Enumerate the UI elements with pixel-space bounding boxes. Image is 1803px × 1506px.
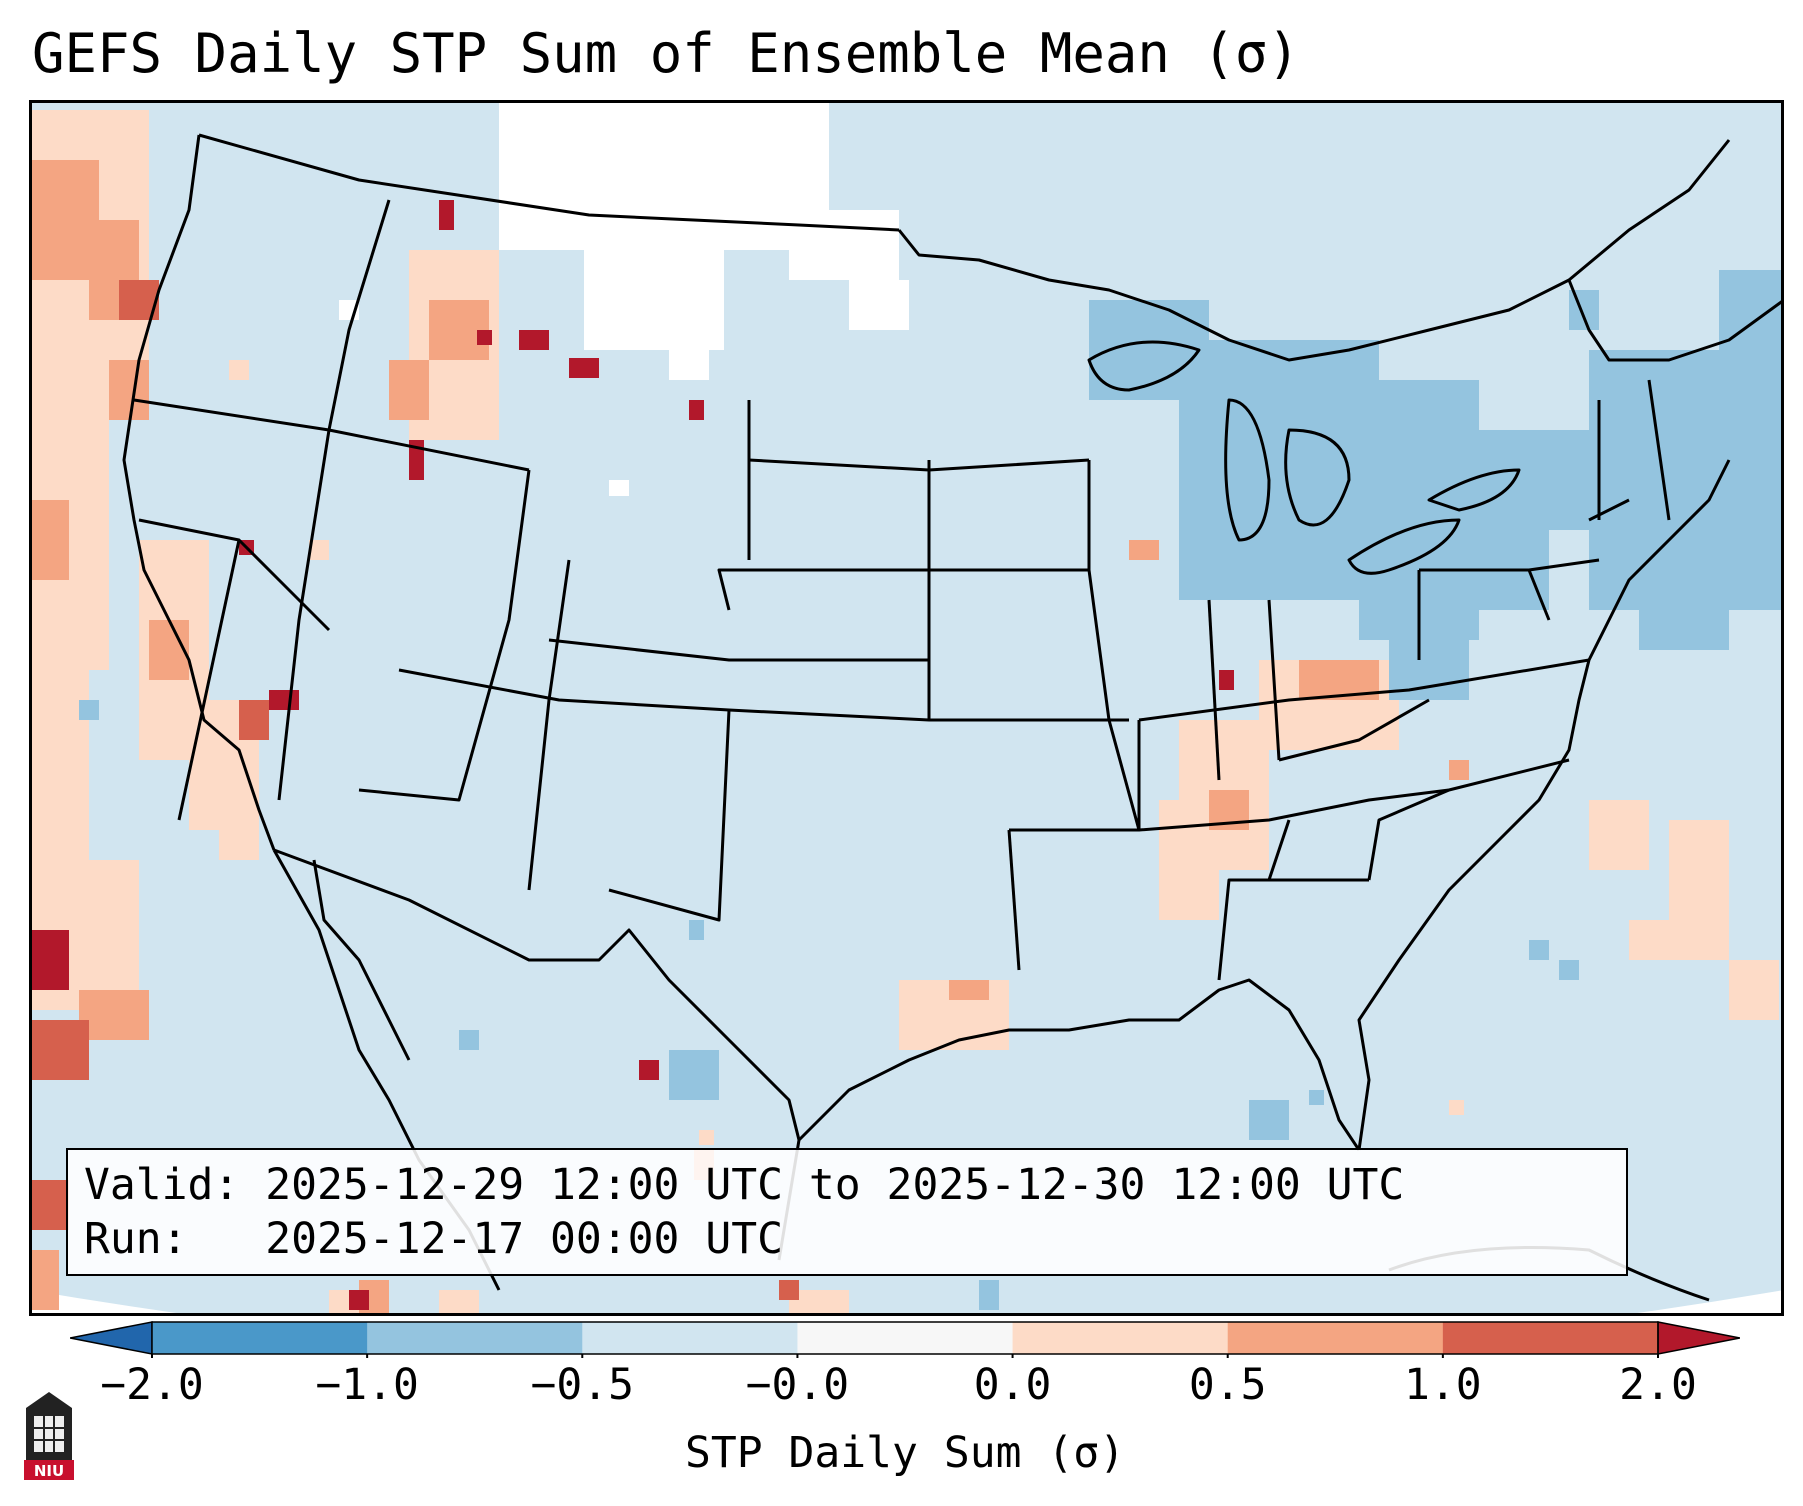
colorbar-tick-label: −0.0 [745, 1360, 850, 1410]
colorbar-extend-high [1657, 1321, 1740, 1355]
colorbar-bin [152, 1322, 368, 1354]
colorbar-bin [1227, 1322, 1444, 1354]
colorbar-tick-label: 0.0 [973, 1360, 1052, 1410]
niu-logo-icon: NIU [24, 1392, 74, 1480]
stp-map [29, 100, 1784, 1316]
colorbar-extend-low [70, 1321, 153, 1355]
colorbar [70, 1321, 1740, 1358]
colorbar-bin [367, 1322, 583, 1354]
extreme-positive-cells [29, 200, 1234, 1310]
valid-value: 2025-12-29 12:00 UTC to 2025-12-30 12:00… [265, 1160, 1405, 1210]
valid-label: Valid: [84, 1160, 240, 1210]
colorbar-tick-label: 1.0 [1404, 1360, 1482, 1410]
colorbar-bin [582, 1322, 798, 1354]
logo-text: NIU [34, 1462, 64, 1480]
valid-run-info-box: Valid: 2025-12-29 12:00 UTC to 2025-12-3… [66, 1148, 1628, 1276]
colorbar-bin [797, 1322, 1014, 1354]
near-zero-cells [339, 100, 909, 496]
valid-line: Valid: 2025-12-29 12:00 UTC to 2025-12-3… [84, 1160, 1404, 1210]
chart-title: GEFS Daily STP Sum of Ensemble Mean (σ) [32, 22, 1300, 85]
colorbar-bin [1442, 1322, 1659, 1354]
map-frame [29, 100, 1784, 1316]
colorbar-tick-label: 0.5 [1188, 1360, 1267, 1410]
medium-positive-cells [29, 160, 1469, 1316]
political-boundaries [122, 133, 1784, 1302]
colorbar-tick-label: 2.0 [1619, 1360, 1697, 1410]
run-label: Run: [84, 1214, 188, 1264]
colorbar-label: STP Daily Sum (σ) [684, 1428, 1126, 1478]
colorbar-tick-label: −1.0 [315, 1360, 419, 1410]
colorbar-frame [151, 1321, 1659, 1355]
strong-positive-cells [29, 280, 799, 1300]
colorbar-tick-label: −2.0 [100, 1360, 204, 1410]
run-value: 2025-12-17 00:00 UTC [265, 1214, 783, 1264]
colorbar-tick-label: −0.5 [530, 1360, 635, 1410]
run-line: Run: 2025-12-17 00:00 UTC [84, 1214, 783, 1264]
colorbar-bin [1012, 1322, 1229, 1354]
